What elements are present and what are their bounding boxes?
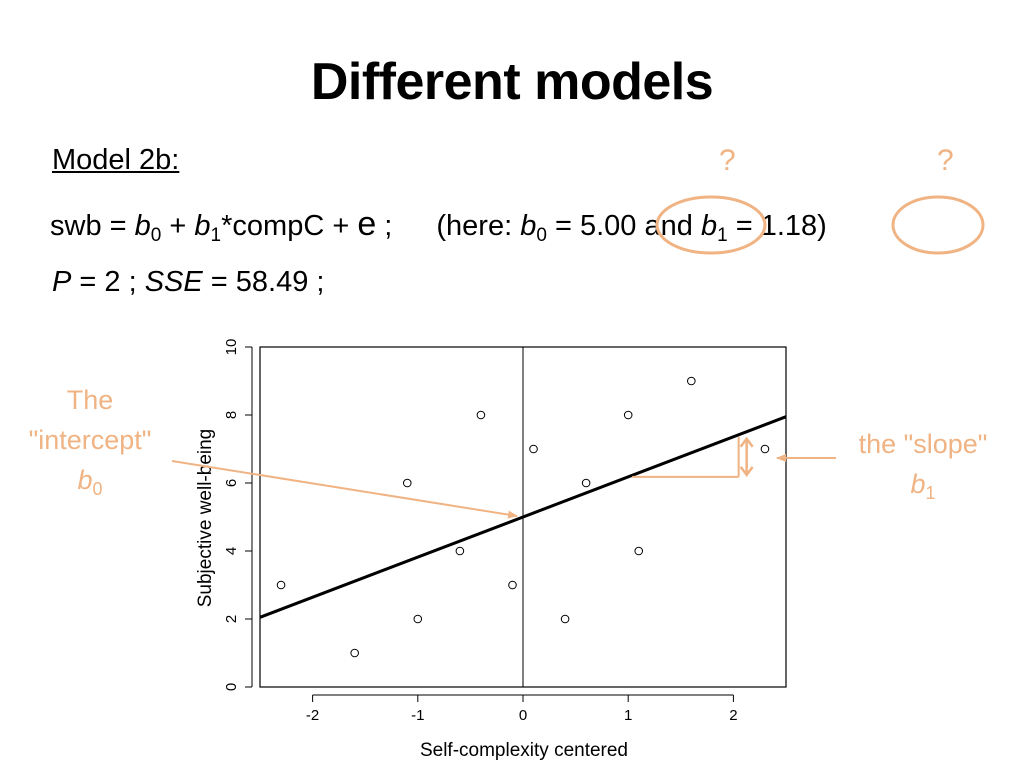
- question-mark-b0: ?: [719, 144, 736, 177]
- y-tick-label: 4: [223, 547, 240, 555]
- data-point: [623, 410, 633, 420]
- slope-rise-arrowhead-top: [739, 436, 754, 448]
- question-mark-b1: ?: [937, 144, 954, 177]
- x-tick-label: 1: [624, 707, 632, 724]
- x-tick-label: 2: [729, 707, 737, 724]
- slope-rise-arrowhead-bottom: [739, 466, 754, 477]
- x-tick-label: 0: [519, 707, 527, 724]
- intercept-annotation: The "intercept" b0: [28, 385, 152, 499]
- data-point: [581, 478, 591, 488]
- data-point: [560, 614, 570, 624]
- data-point: [529, 444, 538, 454]
- y-axis-label: Subjective well-being: [195, 429, 216, 608]
- data-point: [350, 648, 359, 658]
- model-equation: swb = b0 + b1*compC + e ; (here: b0 = 5.0…: [50, 205, 827, 246]
- data-point: [476, 410, 486, 420]
- y-tick-label: 6: [223, 479, 240, 487]
- y-tick-label: 0: [223, 683, 240, 691]
- y-tick-label: 10: [223, 339, 240, 356]
- data-point: [687, 376, 696, 386]
- data-point: [508, 580, 517, 590]
- x-tick-label: -2: [306, 707, 319, 724]
- b1-highlight-ellipse: [891, 195, 985, 255]
- b0-value: 5.00: [579, 210, 637, 242]
- data-point: [402, 478, 412, 488]
- slope-annotation: the "slope" b1: [858, 429, 988, 503]
- model-label: Model 2b:: [52, 144, 180, 176]
- x-tick-label: -1: [411, 707, 424, 724]
- data-point: [276, 580, 286, 590]
- b1-value: 1.18: [760, 210, 818, 242]
- y-tick-label: 2: [223, 615, 240, 623]
- intercept-arrow: [171, 460, 518, 519]
- data-point: [413, 614, 423, 624]
- regression-line: [259, 415, 787, 619]
- data-point: [760, 444, 770, 454]
- b0-highlight-ellipse: [655, 195, 767, 255]
- data-point: [455, 546, 465, 556]
- slide-title: Different models: [310, 53, 714, 111]
- y-tick-label: 8: [223, 411, 240, 419]
- model-stats: P = 2 ; SSE = 58.49 ;: [52, 266, 325, 298]
- data-point: [634, 546, 644, 556]
- x-axis-label: Self-complexity centered: [420, 740, 628, 761]
